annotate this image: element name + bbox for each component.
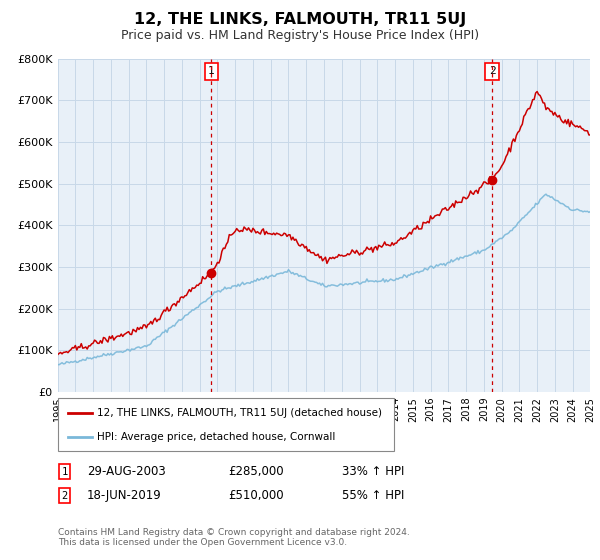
Text: Price paid vs. HM Land Registry's House Price Index (HPI): Price paid vs. HM Land Registry's House … — [121, 29, 479, 42]
Text: 12, THE LINKS, FALMOUTH, TR11 5UJ: 12, THE LINKS, FALMOUTH, TR11 5UJ — [134, 12, 466, 27]
Text: 55% ↑ HPI: 55% ↑ HPI — [342, 489, 404, 502]
Text: 29-AUG-2003: 29-AUG-2003 — [87, 465, 166, 478]
Text: £285,000: £285,000 — [228, 465, 284, 478]
Text: 1: 1 — [62, 466, 68, 477]
Text: 2: 2 — [488, 66, 496, 76]
Text: HPI: Average price, detached house, Cornwall: HPI: Average price, detached house, Corn… — [97, 432, 335, 442]
Text: 33% ↑ HPI: 33% ↑ HPI — [342, 465, 404, 478]
Text: £510,000: £510,000 — [228, 489, 284, 502]
Text: Contains HM Land Registry data © Crown copyright and database right 2024.
This d: Contains HM Land Registry data © Crown c… — [58, 528, 409, 547]
Text: 18-JUN-2019: 18-JUN-2019 — [87, 489, 162, 502]
Text: 2: 2 — [62, 491, 68, 501]
Text: 12, THE LINKS, FALMOUTH, TR11 5UJ (detached house): 12, THE LINKS, FALMOUTH, TR11 5UJ (detac… — [97, 408, 382, 418]
Text: 1: 1 — [208, 66, 215, 76]
